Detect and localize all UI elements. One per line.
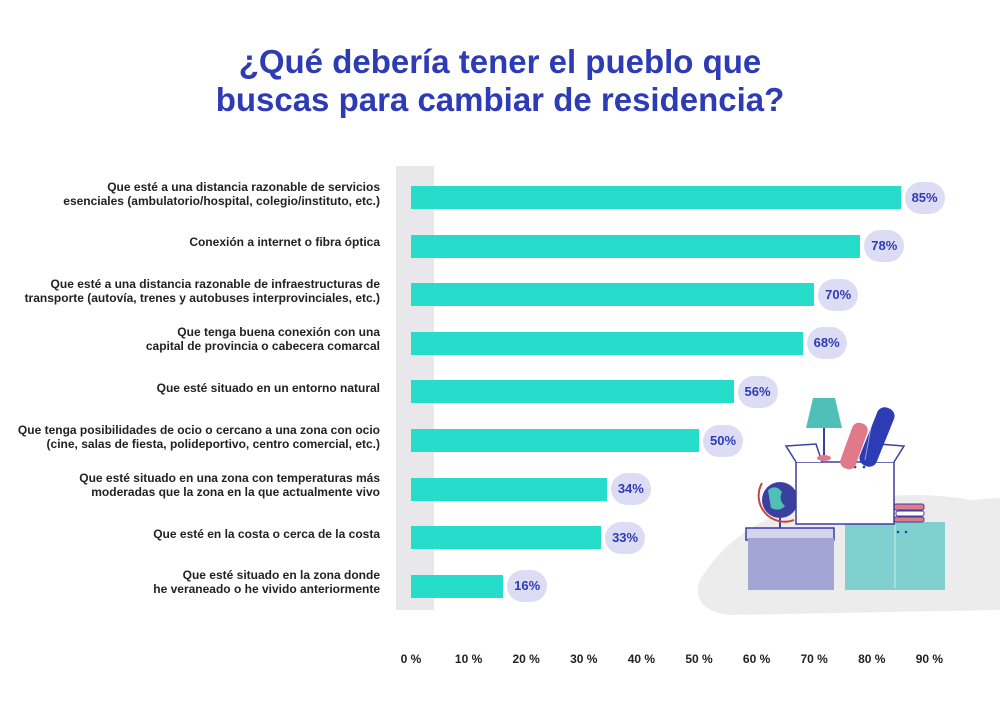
value-label: 70%: [818, 278, 859, 311]
category-label-line: moderadas que la zona en la que actualme…: [91, 485, 380, 500]
category-label: Conexión a internet o fibra óptica: [0, 235, 380, 249]
left-cabinet: [745, 527, 835, 590]
category-label-line: Conexión a internet o fibra óptica: [189, 235, 380, 250]
x-tick-label: 40 %: [627, 652, 656, 666]
x-tick-label: 60 %: [742, 652, 771, 666]
category-label: Que tenga buena conexión con una capital …: [0, 325, 380, 353]
value-label: 78%: [864, 230, 905, 263]
category-label-line: Que esté a una distancia razonable de se…: [107, 179, 380, 194]
category-label: Que esté situado en una zona con tempera…: [0, 471, 380, 499]
category-label-line: esenciales (ambulatorio/hospital, colegi…: [63, 193, 380, 208]
value-label: 34%: [610, 473, 651, 506]
bar: [411, 186, 901, 209]
lamp-icon: [806, 398, 842, 461]
category-label-line: Que tenga buena conexión con una: [177, 325, 380, 340]
value-label: 56%: [737, 375, 778, 408]
category-label: Que tenga posibilidades de ocio o cercan…: [0, 423, 380, 451]
books-stack: [893, 503, 925, 523]
value-label: 50%: [703, 424, 743, 457]
x-tick-label: 50 %: [685, 652, 713, 666]
x-tick-label: 70 %: [800, 652, 828, 666]
x-tick-label: 90 %: [915, 652, 944, 666]
category-label: Que esté en la costa o cerca de la costa: [0, 527, 380, 541]
x-tick-label: 80 %: [858, 652, 886, 666]
category-label-line: Que esté a una distancia razonable de in…: [50, 276, 380, 291]
category-label-line: Que esté en la costa o cerca de la costa: [153, 526, 380, 541]
value-label: 68%: [806, 327, 847, 360]
value-label: 16%: [507, 570, 548, 603]
x-tick-label: 30 %: [570, 652, 598, 666]
value-label: 85%: [904, 181, 945, 214]
category-label-line: transporte (autovía, trenes y autobuses …: [24, 290, 380, 305]
category-label-line: Que esté situado en una zona con tempera…: [79, 471, 380, 486]
chart-title-line-2: buscas para cambiar de residencia?: [215, 81, 785, 118]
rolled-poster-pink: [840, 422, 868, 470]
category-label: Que esté situado en la zona donde he vera…: [0, 568, 380, 596]
moving-illustration: [698, 398, 1000, 615]
category-label: Que esté a una distancia razonable de in…: [0, 277, 380, 305]
x-tick-label: 20 %: [512, 652, 540, 666]
x-tick-label: 10 %: [454, 652, 483, 666]
value-label: 33%: [605, 521, 646, 554]
bar: [411, 526, 602, 550]
x-tick-label: 0 %: [400, 652, 422, 666]
category-label-line: he veraneado o he vivido anteriormente: [153, 582, 380, 597]
category-label: Que esté situado en un entorno natural: [0, 381, 380, 395]
chart-title-line-1: ¿Qué debería tener el pueblo que: [238, 43, 762, 80]
category-label-line: Que tenga posibilidades de ocio o cercan…: [17, 422, 380, 437]
rolled-poster-blue: [859, 407, 895, 467]
bar: [411, 331, 803, 355]
category-label-line: Que esté situado en un entorno natural: [156, 380, 380, 395]
right-cabinet: [845, 522, 945, 590]
bar: [411, 380, 734, 404]
bar: [411, 429, 699, 452]
category-label-line: capital de provincia o cabecera comarcal: [145, 339, 380, 354]
category-label-line: (cine, salas de fiesta, polideportivo, c…: [46, 436, 380, 451]
bar: [411, 283, 815, 307]
category-label: Que esté a una distancia razonable de se…: [0, 180, 380, 208]
bar: [411, 477, 607, 501]
bar: [411, 234, 861, 258]
category-label-line: Que esté situado en la zona donde: [182, 568, 380, 583]
bar: [411, 574, 504, 598]
globe-icon: [757, 482, 798, 528]
